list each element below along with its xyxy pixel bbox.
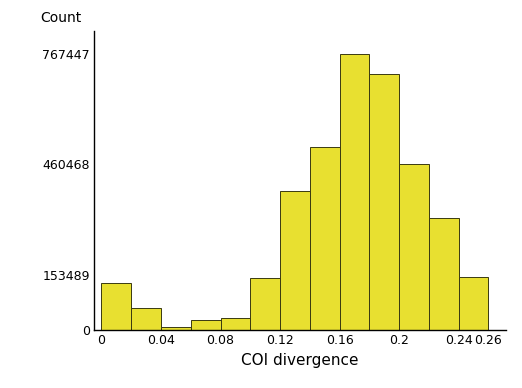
Bar	[310, 147, 340, 330]
Bar	[191, 320, 220, 330]
Bar	[131, 308, 161, 330]
Bar	[429, 218, 459, 330]
Text: Count: Count	[40, 11, 81, 25]
X-axis label: COI divergence: COI divergence	[241, 353, 359, 367]
Bar	[101, 283, 131, 330]
Bar	[370, 74, 399, 330]
Bar	[340, 54, 370, 330]
Bar	[280, 191, 310, 330]
Bar	[399, 164, 429, 330]
Bar	[250, 278, 280, 330]
Bar	[459, 277, 489, 330]
Bar	[220, 318, 250, 330]
Bar	[161, 327, 191, 330]
